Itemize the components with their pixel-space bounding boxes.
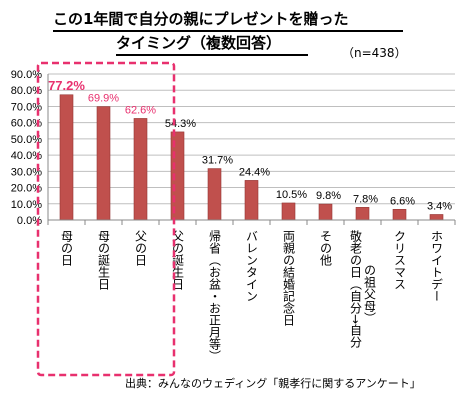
x-tick-label: 帰省（お盆・お正月等） — [208, 230, 222, 362]
x-tick-label: その他 — [319, 230, 333, 266]
chart-title-line-2: タイミング（複数回答） — [116, 34, 282, 52]
bar — [133, 118, 148, 221]
data-label: 54.3% — [165, 118, 196, 130]
data-label: 62.6% — [125, 104, 156, 116]
y-tick-label: 50.0% — [11, 134, 42, 146]
data-label: 77.2% — [48, 78, 85, 93]
y-tick-label: 0.0% — [17, 215, 42, 227]
y-tick-label: 20.0% — [11, 183, 42, 195]
y-tick-label: 30.0% — [11, 166, 42, 178]
bar — [392, 208, 407, 221]
source-note: 出典：みんなのウェディング「親孝行に関するアンケート」 — [125, 377, 421, 390]
bar — [318, 203, 333, 221]
highlight-box — [36, 61, 176, 377]
data-label: 6.6% — [390, 195, 415, 207]
x-tick-label: バレンタイン — [245, 230, 259, 302]
data-label: 24.4% — [239, 166, 270, 178]
bar — [59, 94, 74, 221]
bar — [96, 106, 111, 221]
data-label: 7.8% — [353, 193, 378, 205]
bar — [207, 168, 222, 221]
data-label: 9.8% — [316, 190, 341, 202]
y-tick-label: 10.0% — [11, 199, 42, 211]
data-label: 31.7% — [202, 155, 233, 167]
x-tick-label: 母の日 — [60, 230, 74, 266]
data-label: 10.5% — [276, 189, 307, 201]
chart-title-line-1: この1年間で自分の親にプレゼントを贈った — [53, 10, 349, 28]
title-underline-2 — [116, 54, 308, 56]
y-tick-label: 70.0% — [11, 101, 42, 113]
y-tick-label: 80.0% — [11, 85, 42, 97]
bar — [281, 202, 296, 221]
x-tick-label: 敬老の日（自分→自分 — [349, 230, 363, 349]
sample-size-label: （n=438） — [342, 46, 407, 60]
x-tick-label: クリスマス — [393, 230, 407, 290]
bar — [429, 214, 444, 221]
bar — [244, 180, 259, 221]
y-tick-label: 40.0% — [11, 150, 42, 162]
x-tick-label: の祖父母） — [363, 264, 377, 324]
y-tick-label: 60.0% — [11, 118, 42, 130]
title-underline-1 — [53, 30, 403, 32]
x-tick-label: 父の日 — [134, 230, 148, 266]
x-tick-label: 母の誕生日 — [97, 230, 111, 290]
y-tick-label: 90.0% — [11, 69, 42, 81]
bar — [355, 207, 370, 221]
data-label: 69.9% — [88, 93, 119, 105]
x-tick-label: 両親の結婚記念日 — [282, 230, 296, 326]
data-label: 3.4% — [427, 200, 452, 212]
x-tick-label: 父の誕生日 — [171, 230, 185, 290]
chart-title: この1年間で自分の親にプレゼントを贈った タイミング（複数回答） — [0, 0, 459, 60]
x-tick-label: ホワイトデー — [430, 230, 444, 302]
